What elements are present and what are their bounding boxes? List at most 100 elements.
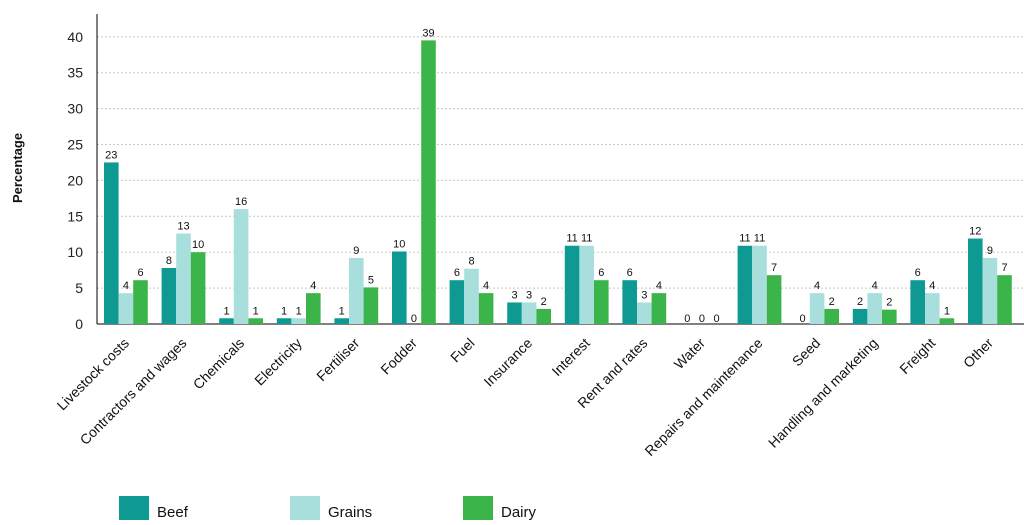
x-tick-label: Insurance [480, 335, 535, 390]
legend-label: Beef [157, 504, 189, 520]
y-tick-label: 15 [67, 208, 83, 224]
data-label: 3 [511, 289, 517, 301]
bar-beef [852, 308, 868, 324]
data-label: 11 [581, 233, 592, 245]
x-tick-label: Fuel [447, 335, 478, 366]
legend-swatch-dairy [463, 496, 493, 520]
data-label: 9 [987, 245, 993, 257]
data-label: 10 [393, 238, 405, 250]
bar-dairy [248, 318, 263, 324]
x-tick-label: Seed [789, 335, 823, 369]
bar-grains [925, 293, 940, 324]
x-tick-label: Handling and marketing [765, 335, 881, 451]
bar-grains [867, 293, 882, 324]
data-label: 4 [123, 280, 129, 292]
data-label: 1 [223, 305, 229, 317]
data-label: 0 [411, 313, 417, 325]
bar-grains [637, 302, 652, 324]
legend-swatch-beef [119, 496, 149, 520]
bar-grains [982, 257, 998, 324]
y-tick-label: 35 [67, 65, 83, 81]
bar-beef [968, 238, 983, 324]
y-tick-label: 5 [75, 280, 83, 296]
bar-dairy [939, 318, 955, 324]
bars [104, 40, 1012, 324]
data-label: 7 [1001, 262, 1007, 274]
data-label: 0 [713, 313, 719, 325]
data-label: 12 [969, 226, 981, 238]
data-label: 4 [872, 280, 878, 292]
data-label: 2 [857, 296, 863, 308]
data-label: 2 [829, 296, 835, 308]
data-label: 6 [598, 267, 604, 279]
x-tick-label: Electricity [251, 335, 305, 389]
data-label: 23 [105, 149, 117, 161]
bar-dairy [190, 252, 206, 324]
x-tick-label: Chemicals [190, 335, 248, 393]
data-label: 6 [137, 267, 143, 279]
data-label: 4 [310, 280, 316, 292]
y-tick-label: 40 [67, 29, 83, 45]
bar-dairy [536, 308, 551, 324]
data-label: 9 [353, 245, 359, 257]
x-tick-label: Contractors and wages [77, 335, 190, 448]
bar-grains [809, 293, 825, 324]
data-label: 10 [192, 239, 204, 251]
bar-beef [161, 267, 177, 324]
data-label: 7 [771, 262, 777, 274]
bar-beef [104, 162, 119, 324]
x-tick-label: Fodder [377, 335, 420, 378]
bar-grains [752, 245, 767, 324]
data-label: 1 [281, 305, 287, 317]
data-label: 39 [422, 27, 434, 39]
x-tick-label: Fertiliser [313, 335, 363, 385]
data-label: 8 [166, 255, 172, 267]
bar-dairy [306, 293, 321, 324]
bar-grains [118, 293, 134, 324]
bar-grains [464, 268, 479, 324]
bar-dairy [594, 280, 609, 324]
bar-beef [564, 245, 580, 324]
data-label: 6 [627, 267, 633, 279]
x-tick-label: Repairs and maintenance [641, 335, 765, 459]
bar-dairy [766, 275, 782, 324]
data-label: 13 [177, 221, 189, 233]
bar-grains [291, 318, 306, 324]
bar-beef [737, 245, 753, 324]
x-tick-label: Freight [896, 335, 938, 377]
bar-grains [176, 233, 191, 324]
bar-dairy [478, 293, 494, 324]
legend-label: Grains [328, 504, 372, 520]
data-label: 2 [886, 297, 892, 309]
data-label: 5 [368, 274, 374, 286]
y-tick-label: 30 [67, 101, 83, 117]
bar-dairy [133, 280, 148, 324]
x-tick-label: Interest [548, 335, 592, 379]
bar-dairy [651, 293, 667, 324]
data-label: 4 [483, 280, 489, 292]
y-tick-label: 0 [75, 316, 83, 332]
bar-beef [219, 318, 234, 324]
bar-beef [449, 280, 465, 324]
bar-beef [910, 280, 925, 324]
data-label: 6 [915, 267, 921, 279]
data-label: 1 [944, 305, 950, 317]
data-label: 1 [296, 305, 302, 317]
y-axis-label: Percentage [10, 133, 25, 203]
bar-grains [349, 257, 364, 324]
bar-dairy [363, 287, 379, 324]
x-tick-label: Water [671, 335, 709, 373]
data-label: 0 [684, 313, 690, 325]
y-tick-label: 20 [67, 172, 83, 188]
data-label: 8 [468, 256, 474, 268]
data-label: 4 [929, 280, 935, 292]
bar-beef [276, 318, 292, 324]
bar-dairy [824, 308, 839, 324]
bar-dairy [421, 40, 436, 324]
data-label: 0 [799, 313, 805, 325]
data-label: 11 [566, 233, 577, 245]
